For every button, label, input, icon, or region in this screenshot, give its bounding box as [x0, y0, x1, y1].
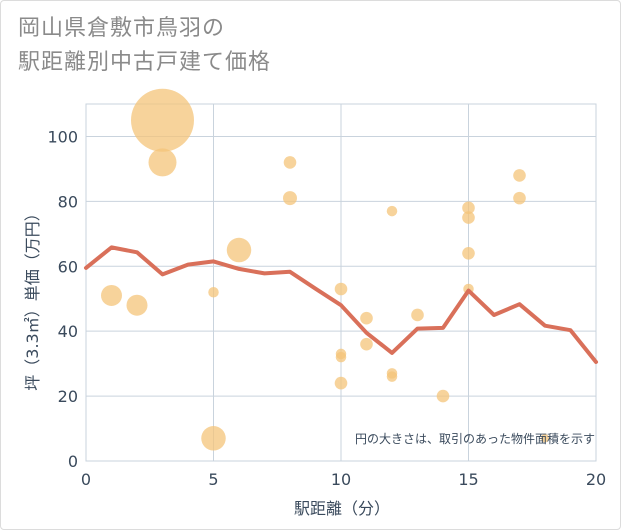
scatter-point	[386, 371, 398, 382]
chart-title-line2: 駅距離別中古戸建て価格	[18, 50, 272, 75]
scatter-point	[148, 148, 177, 177]
y-tick-label: 0	[68, 452, 78, 471]
x-tick-label: 15	[458, 470, 478, 489]
y-tick-label: 60	[58, 257, 78, 276]
scatter-point	[513, 191, 526, 205]
scatter-point	[360, 311, 373, 325]
x-tick-label: 5	[208, 470, 218, 489]
average-line	[84, 245, 598, 364]
scatter-point	[101, 284, 122, 306]
scatter-point	[335, 351, 347, 363]
y-tick-label: 40	[58, 322, 78, 341]
scatter-point	[201, 426, 226, 451]
axis-ticks: 0 20 40 60 80 100 0 5 10 15 20	[47, 127, 606, 489]
y-tick-label: 20	[58, 387, 78, 406]
scatter-point	[131, 88, 194, 152]
y-tick-label: 80	[58, 192, 78, 211]
x-tick-label: 10	[331, 470, 351, 489]
scatter-point	[386, 205, 398, 217]
scatter-point	[462, 246, 475, 260]
scatter-points	[101, 88, 550, 451]
chart-title: 岡山県倉敷市鳥羽の 駅距離別中古戸建て価格	[18, 12, 271, 80]
scatter-point	[126, 294, 148, 316]
scatter-point	[462, 211, 475, 224]
scatter-point	[513, 169, 526, 182]
scatter-point	[283, 191, 297, 206]
x-tick-label: 20	[586, 470, 606, 489]
grid	[85, 103, 597, 462]
scatter-point	[208, 286, 219, 298]
scatter-point	[436, 389, 450, 403]
scatter-point	[462, 201, 475, 215]
scatter-point	[283, 156, 297, 169]
y-axis-label: 坪（3.3㎡）単価（万円）	[23, 205, 42, 390]
x-tick-label: 0	[81, 470, 91, 489]
scatter-point	[334, 282, 348, 296]
average-line-path	[84, 245, 598, 364]
scatter-point	[411, 308, 424, 322]
scatter-point	[360, 337, 373, 351]
chart-title-line1: 岡山県倉敷市鳥羽の	[18, 16, 226, 41]
scatter-point	[334, 376, 348, 390]
x-axis-label: 駅距離（分）	[294, 499, 390, 518]
scatter-point	[226, 237, 252, 263]
scatter-point	[540, 434, 550, 443]
y-tick-label: 100	[47, 127, 78, 146]
size-note: 円の大きさは、取引のあった物件面積を示す	[355, 431, 595, 446]
